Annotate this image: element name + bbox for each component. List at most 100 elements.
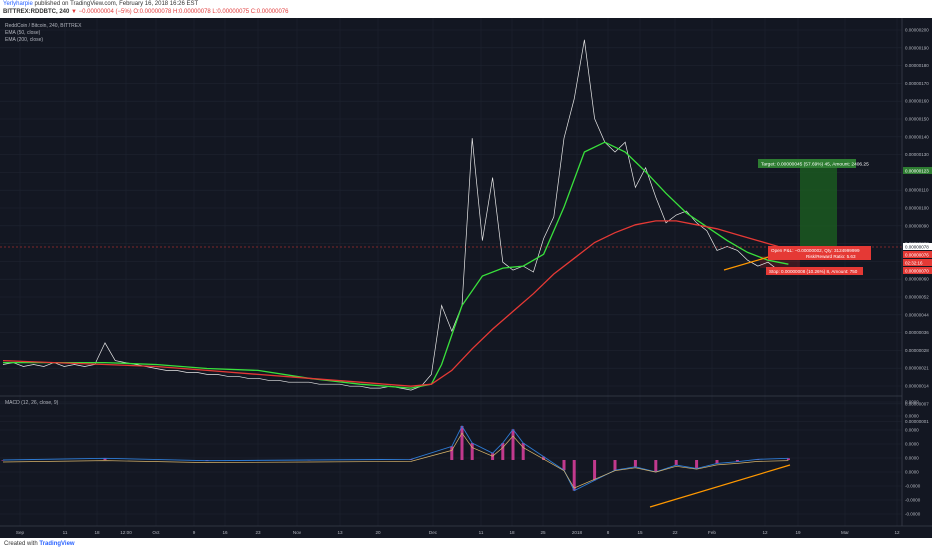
svg-text:0.00000070: 0.00000070 xyxy=(905,269,929,274)
price-tick-label: 0.00000110 xyxy=(905,188,929,193)
time-tick-label: Sep xyxy=(16,530,25,535)
time-tick-label: 23 xyxy=(255,530,261,535)
macd-tick-label: 0.0000 xyxy=(905,470,919,475)
time-tick-label: 25 xyxy=(540,530,546,535)
ema200-series-line xyxy=(2,220,799,387)
time-tick-label: 8 xyxy=(607,530,610,535)
macd-tick-label: 0.0000 xyxy=(905,428,919,433)
macd-histogram-bar xyxy=(735,460,739,462)
price-tick-label: 0.00000036 xyxy=(905,330,929,335)
tradingview-logo[interactable]: TradingView xyxy=(39,541,75,547)
ema50-series-line xyxy=(3,141,789,389)
time-tick-label: 18 xyxy=(509,530,515,535)
macd-tick-label: -0.0000 xyxy=(905,484,921,489)
symbol-label: BITTREX:RDDBTC, 240 xyxy=(3,9,70,15)
macd-line xyxy=(2,425,789,492)
time-tick-label: 19 xyxy=(795,530,801,535)
symbol-info: BITTREX:RDDBTC, 240 ▼ −0.00000004 (−5%) … xyxy=(3,9,288,15)
svg-text:Stop: 0.00000008 (10.26%) 8, A: Stop: 0.00000008 (10.26%) 8, Amount: 750 xyxy=(769,269,858,274)
macd-histogram-bar xyxy=(501,443,505,460)
time-tick-label: 12:00 xyxy=(120,530,132,535)
price-tick-label: 0.00000007 xyxy=(905,401,929,406)
macd-layer xyxy=(1,425,790,492)
macd-histogram-bar xyxy=(786,458,790,460)
macd-histogram-bar xyxy=(103,458,107,460)
svg-text:0.00000078: 0.00000078 xyxy=(905,245,929,250)
time-tick-label: Oct xyxy=(152,530,160,535)
time-tick-label: 13 xyxy=(337,530,343,535)
time-tick-label: 16 xyxy=(222,530,228,535)
price-tick-label: 0.00000028 xyxy=(905,348,929,353)
price-tick-label: 0.00000044 xyxy=(905,312,929,317)
price-tick-label: 0.00000190 xyxy=(905,45,929,50)
price-tick-label: 0.00000180 xyxy=(905,63,929,68)
macd-histogram-bar xyxy=(562,460,566,471)
price-tick-label: 0.00000052 xyxy=(905,295,929,300)
target-zone xyxy=(800,159,837,253)
price-tick-label: 0.00000130 xyxy=(905,152,929,157)
open-pl-label: Open P&L: −0.00000002, Qty: 3124999999 R… xyxy=(768,246,871,260)
author-link[interactable]: Yerlyharpie xyxy=(3,1,33,7)
time-tick-label: 20 xyxy=(375,530,381,535)
price-tick-label: 0.00000021 xyxy=(905,366,929,371)
legend-ema200: EMA (200, close) xyxy=(5,37,43,43)
macd-histogram-bar xyxy=(572,460,576,491)
price-chart[interactable]: Target: 0.00000045 (57.69%) 45, Amount: … xyxy=(0,18,932,538)
top-info-bar: Yerlyharpie published on TradingView.com… xyxy=(0,0,932,18)
macd-histogram-bar xyxy=(491,453,495,460)
macd-histogram-bar xyxy=(674,460,678,466)
macd-tick-label: -0.0000 xyxy=(905,512,921,517)
macd-tick-label: 0.0000 xyxy=(905,414,919,419)
macd-axis[interactable]: 0.0000 0.0000 0.0000 0.0000 0.0000 0.0000 -0.0… xyxy=(905,400,921,517)
price-marks: 0.00000123 0.00000078 0.00000076 02:32:1… xyxy=(903,167,932,274)
price-tick-label: 0.00000014 xyxy=(905,384,929,389)
time-tick-label: 22 xyxy=(672,530,678,535)
time-axis[interactable]: Sep 11 18 12:00 Oct 9 16 23 Nov 13 20 Dec 11 18 25 2018… xyxy=(16,530,900,535)
time-tick-label: Nov xyxy=(293,530,302,535)
price-tick-label: 0.00000150 xyxy=(905,117,929,122)
price-change: ▼ −0.00000004 (−5%) xyxy=(71,9,132,15)
macd-histogram-bar xyxy=(593,460,597,481)
footer: Created with TradingView xyxy=(0,538,932,550)
macd-histogram-bar xyxy=(613,460,617,471)
macd-signal-line xyxy=(2,432,789,489)
price-tick-label: 0.00000160 xyxy=(905,99,929,104)
macd-histogram-bar xyxy=(470,443,474,460)
svg-text:02:32:16: 02:32:16 xyxy=(905,261,923,266)
ohlc-values: O:0.00000078 H:0.00000078 L:0.00000075 C… xyxy=(133,9,289,15)
svg-text:0.00000076: 0.00000076 xyxy=(905,253,929,258)
price-trend-line xyxy=(723,255,773,271)
time-tick-label: 18 xyxy=(94,530,100,535)
svg-text:Risk/Reward Ratio: 5.63: Risk/Reward Ratio: 5.63 xyxy=(806,254,856,259)
macd-histogram-bar xyxy=(511,429,515,460)
macd-histogram-bar xyxy=(715,460,719,464)
macd-histogram-bar xyxy=(450,446,454,460)
stop-label: Stop: 0.00000008 (10.26%) 8, Amount: 750 xyxy=(766,267,863,275)
legend-title: ReddCoin / Bitcoin, 240, BITTREX xyxy=(5,23,82,29)
macd-histogram-bar xyxy=(1,460,5,461)
time-tick-label: 12 xyxy=(894,530,900,535)
publish-info: Yerlyharpie published on TradingView.com… xyxy=(3,1,198,7)
price-layer xyxy=(2,39,799,391)
legend-macd: MACD (12, 26, close, 9) xyxy=(5,400,59,406)
svg-text:Target: 0.00000045 (57.69%) 45: Target: 0.00000045 (57.69%) 45, Amount: … xyxy=(761,162,869,168)
macd-histogram-bar xyxy=(654,460,658,472)
macd-tick-label: -0.0000 xyxy=(905,498,921,503)
price-tick-label: 0.00000140 xyxy=(905,134,929,139)
macd-trend-line xyxy=(649,464,791,508)
svg-text:Open P&L: −0.00000002, Qty: 31: Open P&L: −0.00000002, Qty: 3124999999 xyxy=(771,248,860,253)
time-tick-label: 11 xyxy=(479,530,484,535)
price-tick-label: 0.00000060 xyxy=(905,277,929,282)
time-tick-label: 11 xyxy=(63,530,68,535)
created-with-label: Created with xyxy=(4,541,38,547)
time-tick-label: 9 xyxy=(193,530,196,535)
macd-histogram-bar xyxy=(542,456,546,460)
macd-tick-label: 0.0000 xyxy=(905,400,919,405)
time-tick-label: 12 xyxy=(762,530,768,535)
time-tick-label: 15 xyxy=(637,530,643,535)
macd-histogram-bar xyxy=(521,443,525,460)
price-tick-label: 0.00000090 xyxy=(905,223,929,228)
macd-tick-label: 0.0000 xyxy=(905,442,919,447)
macd-tick-label: 0.0000 xyxy=(905,456,919,461)
publish-date: published on TradingView.com, February 1… xyxy=(34,1,199,7)
